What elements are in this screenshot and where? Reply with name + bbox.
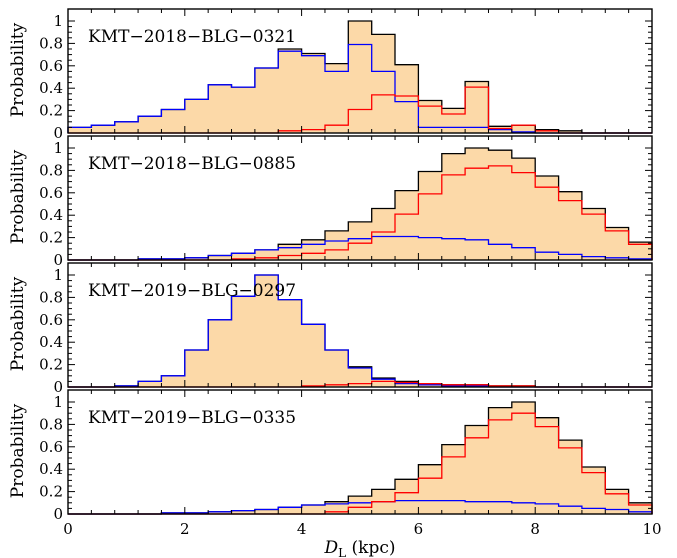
panel-title: KMT−2019−BLG−0297 bbox=[88, 281, 296, 301]
y-tick-label: 0.6 bbox=[39, 57, 63, 75]
x-tick-label: 10 bbox=[642, 520, 661, 538]
y-axis-label: Probability bbox=[8, 276, 28, 371]
x-tick-label: 8 bbox=[530, 520, 540, 538]
total-fill-area bbox=[68, 21, 652, 133]
y-tick-label: 0.8 bbox=[39, 288, 63, 306]
y-tick-label: 0.4 bbox=[39, 460, 63, 478]
x-axis-label-sub: L bbox=[338, 546, 346, 558]
panel-title: KMT−2018−BLG−0885 bbox=[88, 154, 296, 174]
y-tick-label: 0 bbox=[53, 251, 63, 269]
y-tick-label: 1 bbox=[53, 139, 63, 157]
y-tick-label: 0 bbox=[53, 124, 63, 142]
total-fill-area bbox=[68, 402, 652, 514]
x-tick-label: 0 bbox=[63, 520, 73, 538]
x-tick-label: 4 bbox=[297, 520, 307, 538]
chart-panel: 0 0.2 0.4 0.6 0.8 1 KMT−2019−BLG−0297 bbox=[39, 262, 653, 396]
y-tick-label: 0.2 bbox=[39, 356, 63, 374]
y-axis-label: Probability bbox=[8, 22, 28, 117]
x-tick-label: 6 bbox=[414, 520, 424, 538]
y-tick-label: 0.8 bbox=[39, 34, 63, 52]
total-fill-area bbox=[68, 275, 652, 387]
y-axis-label: Probability bbox=[8, 403, 28, 498]
y-tick-label: 0.4 bbox=[39, 79, 63, 97]
y-tick-label: 1 bbox=[53, 266, 63, 284]
y-tick-label: 0.6 bbox=[39, 184, 63, 202]
y-tick-label: 0.2 bbox=[39, 229, 63, 247]
y-tick-label: 0 bbox=[53, 505, 63, 523]
panel-title: KMT−2019−BLG−0335 bbox=[88, 408, 296, 428]
chart-panel: 0 0.2 0.4 0.6 0.8 1 KMT−2018−BLG−0885 bbox=[39, 135, 653, 269]
y-axis-label: Probability bbox=[8, 149, 28, 244]
y-tick-label: 0.4 bbox=[39, 333, 63, 351]
y-tick-label: 1 bbox=[53, 12, 63, 30]
y-tick-label: 0.2 bbox=[39, 102, 63, 120]
chart-panel: 0 0.2 0.4 0.6 0.8 1 KMT−2019−BLG−0335 0 2 4 6 8 10 bbox=[39, 389, 662, 538]
chart-panel: 0 0.2 0.4 0.6 0.8 1 KMT−2018−BLG−0321 bbox=[39, 8, 653, 142]
x-axis-label-unit: (kpc) bbox=[346, 538, 395, 558]
x-axis-label-main: D bbox=[324, 538, 339, 558]
y-tick-label: 0.8 bbox=[39, 415, 63, 433]
y-tick-label: 0.4 bbox=[39, 206, 63, 224]
panel-title: KMT−2018−BLG−0321 bbox=[88, 27, 296, 47]
y-tick-label: 0.2 bbox=[39, 483, 63, 501]
x-tick-label: 2 bbox=[180, 520, 190, 538]
total-fill-area bbox=[68, 148, 652, 260]
panels: 0 0.2 0.4 0.6 0.8 1 KMT−2018−BLG−0321 0 0.2 0.4 0.… bbox=[39, 8, 662, 538]
y-tick-label: 0.8 bbox=[39, 161, 63, 179]
y-tick-label: 0.6 bbox=[39, 311, 63, 329]
y-tick-label: 1 bbox=[53, 393, 63, 411]
y-tick-label: 0 bbox=[53, 378, 63, 396]
x-axis-label: DL (kpc) bbox=[324, 538, 396, 558]
y-tick-label: 0.6 bbox=[39, 438, 63, 456]
